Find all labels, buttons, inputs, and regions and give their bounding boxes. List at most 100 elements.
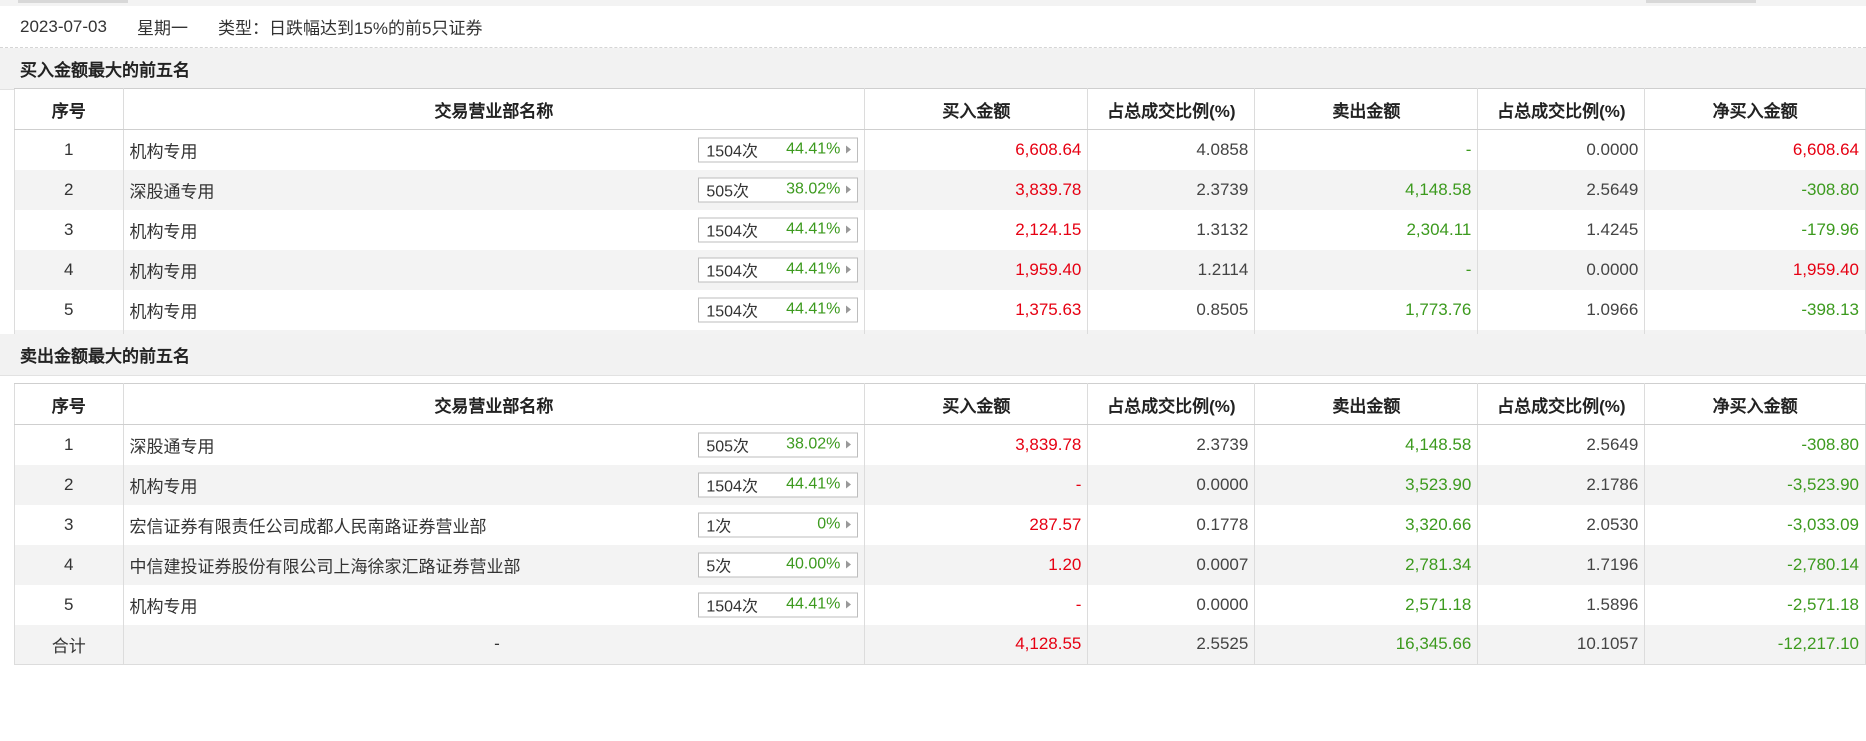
- total-buy-ratio: 2.5525: [1087, 624, 1256, 665]
- branch-name[interactable]: 中信建投证券股份有限公司上海徐家汇路证券营业部: [129, 557, 521, 576]
- col-header-net-buy[interactable]: 净买入金额: [1644, 383, 1866, 425]
- branch-name[interactable]: 深股通专用: [129, 182, 215, 201]
- col-header-buy-amount[interactable]: 买入金额: [864, 88, 1089, 130]
- sell-ratio: 2.5649: [1477, 169, 1646, 210]
- table-row: 1 机构专用 1504次 44.41% 6,608.64 4.0858-0.0000 6,6…: [14, 129, 1866, 170]
- net-buy-amount: -308.80: [1644, 169, 1866, 210]
- arrow-right-icon: [846, 480, 852, 489]
- buy-ratio: 2.3739: [1087, 424, 1256, 465]
- win-rate: 44.41%: [786, 260, 841, 278]
- buy-amount: 3,839.78: [864, 424, 1089, 465]
- sell-ratio: 1.4245: [1477, 209, 1646, 250]
- sell-amount: 2,781.34: [1254, 544, 1479, 585]
- appearance-count: 1504次: [706, 143, 758, 161]
- net-buy-amount: 1,959.40: [1644, 249, 1866, 290]
- row-index: 4: [14, 249, 124, 290]
- table-row: 5 机构专用 1504次 44.41% 1,375.63 0.8505 1,773.76 1.…: [14, 289, 1866, 330]
- appearance-count: 1504次: [706, 478, 758, 496]
- top-strip: [0, 0, 1866, 6]
- row-index: 5: [14, 584, 124, 625]
- sell-ratio: 0.0000: [1477, 129, 1646, 170]
- total-sell-amount: 16,345.66: [1254, 624, 1479, 665]
- branch-cell: 机构专用 1504次 44.41%: [122, 289, 866, 330]
- buy-top5-table: 序号 交易营业部名称 买入金额 占总成交比例(%) 卖出金额 占总成交比例(%)…: [14, 88, 1866, 370]
- total-net-buy: -12,217.10: [1644, 624, 1866, 665]
- col-header-net-buy[interactable]: 净买入金额: [1644, 88, 1866, 130]
- net-buy-amount: -2,571.18: [1644, 584, 1866, 625]
- branch-name[interactable]: 深股通专用: [129, 437, 215, 457]
- appearance-count: 505次: [706, 438, 750, 456]
- appearance-count: 1504次: [706, 598, 758, 616]
- branch-stats-button[interactable]: 1504次 44.41%: [698, 217, 859, 242]
- col-header-buy-ratio[interactable]: 占总成交比例(%): [1087, 88, 1256, 130]
- branch-stats-button[interactable]: 5次 40.00%: [698, 552, 859, 577]
- buy-section-title-text: 买入金额最大的前五名: [20, 61, 190, 80]
- sell-amount: 4,148.58: [1254, 424, 1479, 465]
- branch-stats-button[interactable]: 505次 38.02%: [698, 432, 859, 458]
- branch-cell: 机构专用 1504次 44.41%: [122, 249, 866, 290]
- branch-name[interactable]: 机构专用: [129, 142, 198, 162]
- table-row: 2 机构专用 1504次 44.41% -0.0000 3,523.90 2.1786 -3,…: [14, 464, 1866, 505]
- buy-ratio: 0.8505: [1087, 289, 1256, 330]
- buy-amount: 1,375.63: [864, 289, 1089, 330]
- info-bar: 2023-07-03 星期一 类型：日跌幅达到15%的前5只证券: [0, 6, 1866, 48]
- arrow-right-icon: [846, 600, 852, 609]
- branch-name[interactable]: 机构专用: [129, 262, 198, 281]
- row-index: 1: [14, 424, 124, 465]
- branch-name[interactable]: 机构专用: [129, 302, 198, 321]
- appearance-count: 1504次: [706, 223, 758, 241]
- branch-stats-button[interactable]: 1504次 44.41%: [698, 137, 859, 163]
- branch-stats-button[interactable]: 505次 38.02%: [698, 177, 859, 202]
- table-row: 2 深股通专用 505次 38.02% 3,839.78 2.3739 4,148.58 2.…: [14, 169, 1866, 210]
- branch-stats-button[interactable]: 1504次 44.41%: [698, 592, 859, 617]
- branch-name[interactable]: 机构专用: [129, 597, 198, 616]
- branch-stats-button[interactable]: 1504次 44.41%: [698, 472, 859, 497]
- weekday: 星期一: [136, 19, 188, 38]
- branch-stats-button[interactable]: 1次 0%: [698, 512, 859, 537]
- table-header-row: 序号 交易营业部名称 买入金额 占总成交比例(%) 卖出金额 占总成交比例(%)…: [14, 88, 1866, 130]
- appearance-count: 5次: [706, 558, 732, 576]
- table-row: 5 机构专用 1504次 44.41% -0.0000 2,571.18 1.5896 -2,…: [14, 584, 1866, 625]
- col-header-branch: 交易营业部名称: [122, 88, 866, 130]
- top-tab-left[interactable]: [18, 0, 128, 3]
- table-row: 4 中信建投证券股份有限公司上海徐家汇路证券营业部 5次 40.00% 1.20 0.00…: [14, 544, 1866, 585]
- win-rate: 40.00%: [786, 555, 841, 573]
- net-buy-amount: -179.96: [1644, 209, 1866, 250]
- col-header-buy-amount[interactable]: 买入金额: [864, 383, 1089, 425]
- sell-ratio: 2.1786: [1477, 464, 1646, 505]
- sell-ratio: 0.0000: [1477, 249, 1646, 290]
- col-header-branch: 交易营业部名称: [122, 383, 866, 425]
- buy-amount: -: [864, 584, 1089, 625]
- row-index: 4: [14, 544, 124, 585]
- row-index: 3: [14, 504, 124, 545]
- col-header-sell-ratio[interactable]: 占总成交比例(%): [1477, 88, 1646, 130]
- col-header-sell-amount[interactable]: 卖出金额: [1254, 383, 1479, 425]
- branch-name[interactable]: 机构专用: [129, 222, 198, 241]
- branch-name[interactable]: 宏信证券有限责任公司成都人民南路证券营业部: [129, 517, 487, 536]
- buy-ratio: 1.3132: [1087, 209, 1256, 250]
- col-header-sell-amount[interactable]: 卖出金额: [1254, 88, 1479, 130]
- buy-ratio: 0.0000: [1087, 584, 1256, 625]
- win-rate: 38.02%: [786, 435, 841, 453]
- win-rate: 44.41%: [786, 220, 841, 238]
- win-rate: 0%: [817, 515, 841, 533]
- arrow-right-icon: [846, 560, 852, 569]
- row-index: 1: [14, 129, 124, 170]
- col-header-buy-ratio[interactable]: 占总成交比例(%): [1087, 383, 1256, 425]
- top-tab-right[interactable]: [1646, 0, 1756, 3]
- row-index: 2: [14, 464, 124, 505]
- col-header-index: 序号: [14, 383, 124, 425]
- sell-amount: 2,571.18: [1254, 584, 1479, 625]
- arrow-right-icon: [846, 145, 852, 154]
- sell-amount: 2,304.11: [1254, 209, 1479, 250]
- branch-stats-button[interactable]: 1504次 44.41%: [698, 297, 859, 322]
- col-header-sell-ratio[interactable]: 占总成交比例(%): [1477, 383, 1646, 425]
- total-buy-amount: 4,128.55: [864, 624, 1089, 665]
- branch-stats-button[interactable]: 1504次 44.41%: [698, 257, 859, 282]
- buy-amount: 1.20: [864, 544, 1089, 585]
- list-type: 类型：日跌幅达到15%的前5只证券: [217, 19, 483, 38]
- trade-date: 2023-07-03: [20, 16, 107, 36]
- arrow-right-icon: [846, 440, 852, 449]
- arrow-right-icon: [846, 520, 852, 529]
- branch-name[interactable]: 机构专用: [129, 477, 198, 496]
